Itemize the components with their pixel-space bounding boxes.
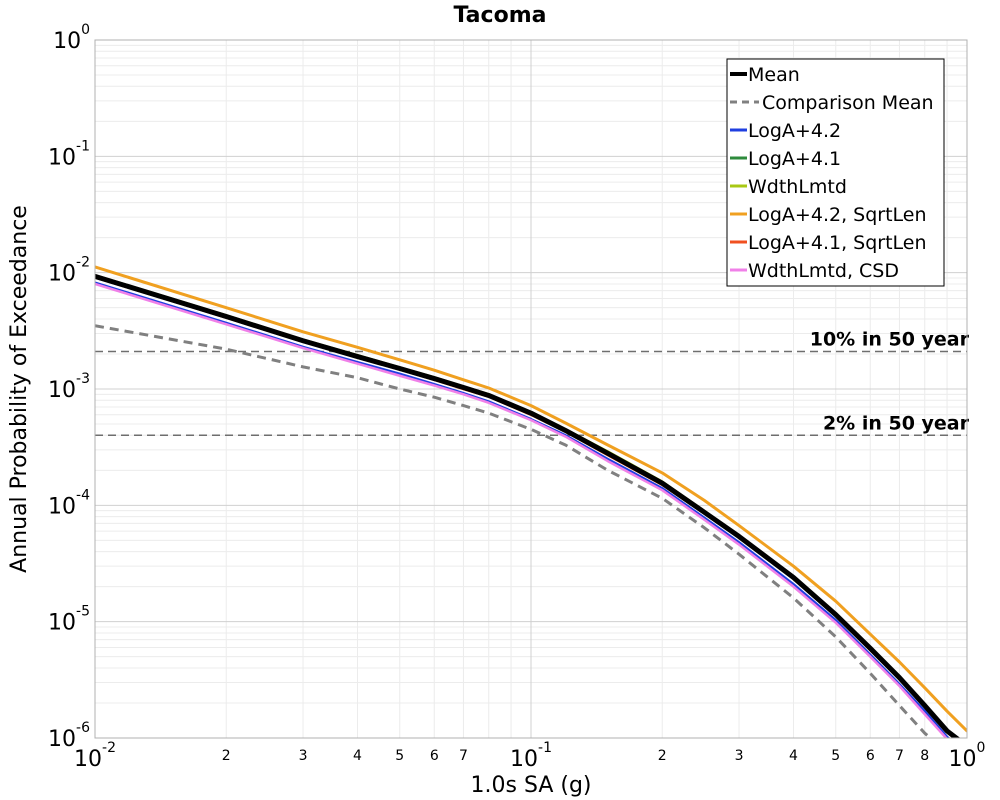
legend-label: Mean xyxy=(748,64,800,86)
x-tick-label: 10-2 xyxy=(74,740,116,772)
legend-label: LogA+4.1 xyxy=(748,148,841,170)
y-tick-label: 10-3 xyxy=(48,371,90,403)
x-minor-tick-label: 2 xyxy=(222,748,231,764)
x-minor-tick-label: 5 xyxy=(831,748,840,764)
legend-label: WdthLmtd, CSD xyxy=(748,260,899,282)
x-axis-label: 1.0s SA (g) xyxy=(471,773,592,798)
y-tick-label: 10-1 xyxy=(48,138,90,170)
y-axis-label: Annual Probability of Exceedance xyxy=(7,205,32,573)
x-minor-tick-label: 5 xyxy=(395,748,404,764)
y-tick-label: 10-5 xyxy=(48,604,90,636)
y-tick-label: 10-6 xyxy=(48,720,90,752)
x-tick-label: 10-1 xyxy=(510,740,552,772)
legend-label: LogA+4.2 xyxy=(748,120,841,142)
legend-label: LogA+4.1, SqrtLen xyxy=(748,232,927,254)
chart-title: Tacoma xyxy=(454,3,547,28)
plot-frame xyxy=(94,39,968,739)
x-minor-tick-label: 6 xyxy=(866,748,875,764)
y-tick-label: 10-2 xyxy=(48,255,90,287)
reference-lines: 10% in 50 year 2% in 50 year xyxy=(95,329,970,437)
x-minor-tick-label: 3 xyxy=(735,748,744,764)
x-minor-tick-label: 6 xyxy=(430,748,439,764)
legend-label: Comparison Mean xyxy=(762,92,934,114)
series-line-wdthlmtd-csd xyxy=(95,282,948,738)
y-tick-label: 100 xyxy=(53,22,90,54)
reference-line-label: 2% in 50 year xyxy=(823,412,970,434)
x-minor-tick-label: 4 xyxy=(353,748,362,764)
series-line-loga-4-2-sqrtlen xyxy=(95,265,967,733)
x-minor-tick-label: 2 xyxy=(658,748,667,764)
series-layer xyxy=(95,265,967,738)
legend: Mean Comparison Mean LogA+4.2 LogA+4.1 WdthL… xyxy=(726,58,945,287)
reference-line-label: 10% in 50 year xyxy=(810,329,970,351)
x-minor-tick-label: 7 xyxy=(895,748,904,764)
x-minor-tick-label: 8 xyxy=(920,748,929,764)
x-tick-label: 100 xyxy=(949,740,986,772)
x-minor-tick-label: 7 xyxy=(459,748,468,764)
series-line-mean xyxy=(95,273,961,738)
legend-label: WdthLmtd xyxy=(748,176,847,198)
x-minor-tick-label: 4 xyxy=(789,748,798,764)
legend-box xyxy=(726,58,945,287)
legend-label: LogA+4.2, SqrtLen xyxy=(748,204,927,226)
y-tick-label: 10-4 xyxy=(48,487,90,519)
series-line-loga-4-2 xyxy=(95,281,951,738)
x-minor-tick-label: 3 xyxy=(299,748,308,764)
y-axis-ticks: 10-6 10-5 10-4 10-3 10-2 10-1 100 xyxy=(48,22,90,752)
